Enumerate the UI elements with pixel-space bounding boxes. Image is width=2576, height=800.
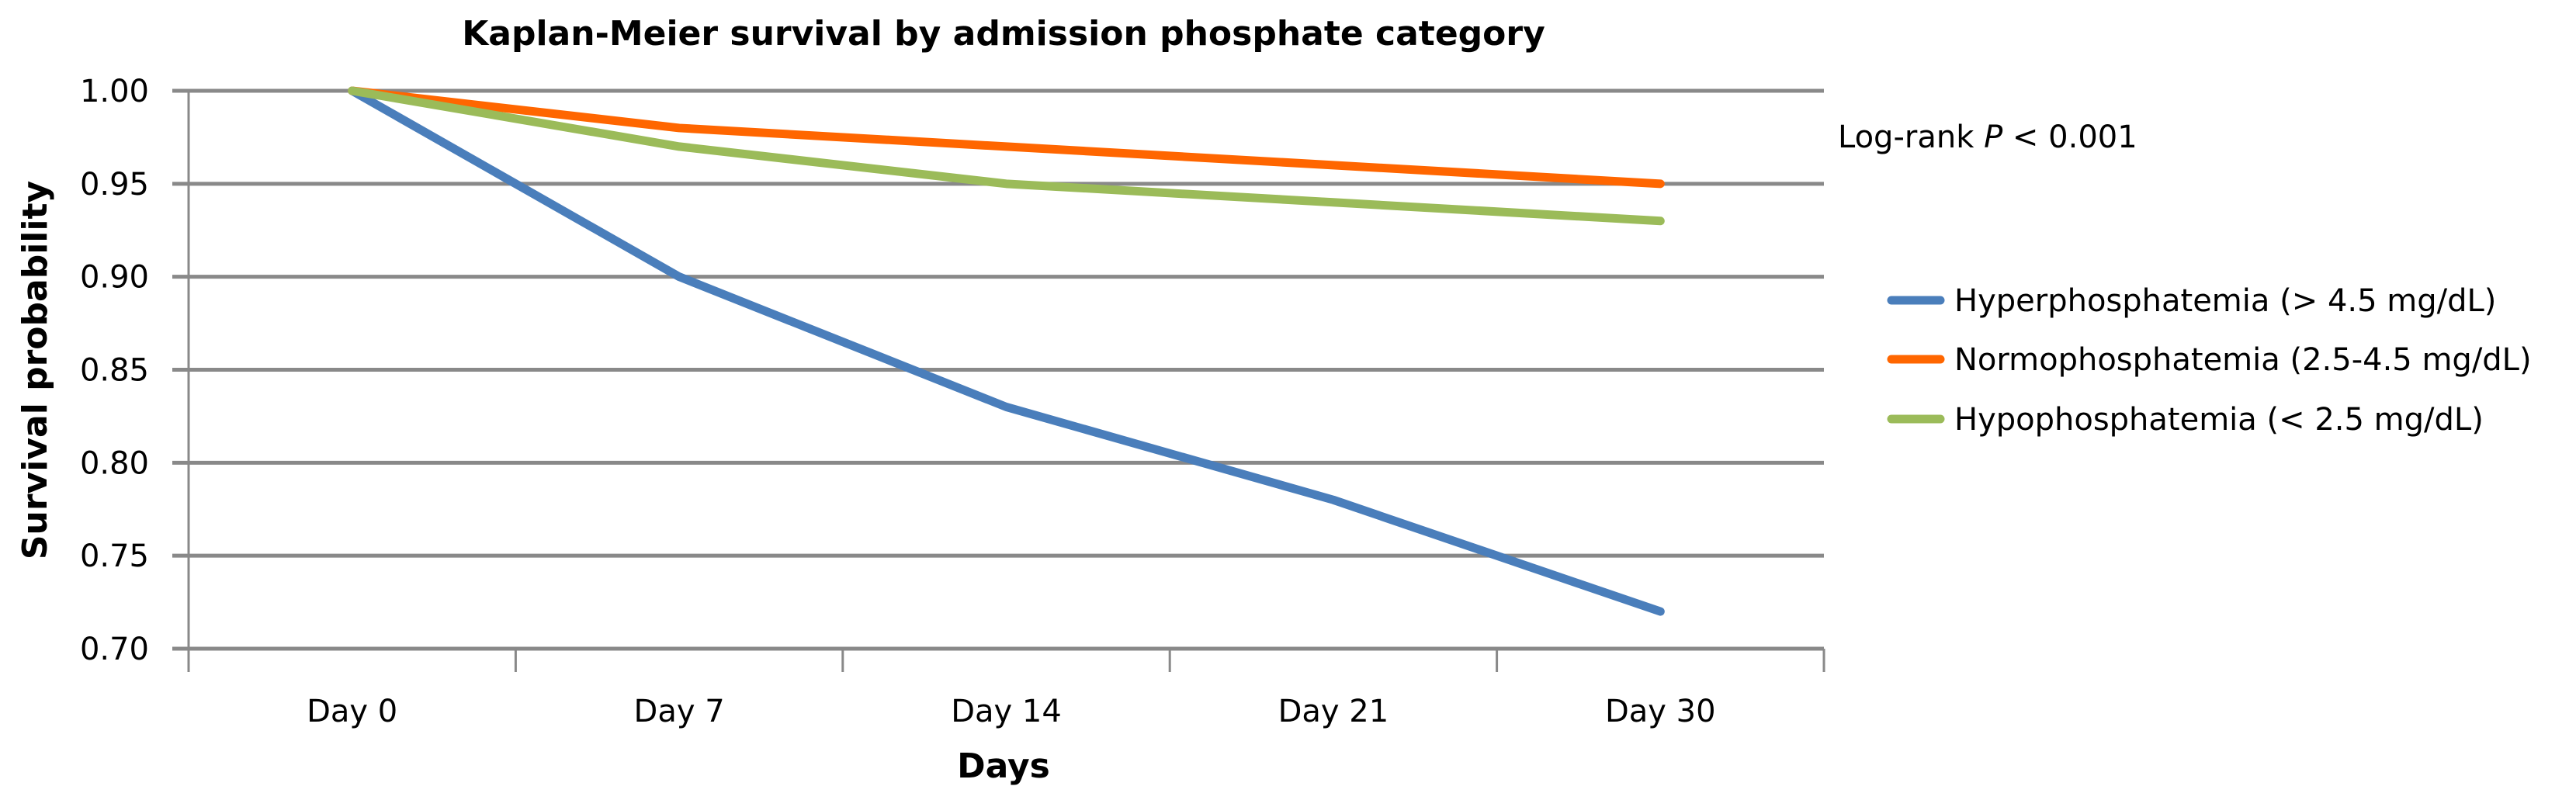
x-tick-label: Day 0 [307, 694, 397, 729]
gridlines [172, 88, 1824, 651]
y-tick-label: 0.85 [80, 353, 149, 389]
chart-title: Kaplan-Meier survival by admission phosp… [462, 14, 1545, 54]
y-tick-label: 0.95 [80, 167, 149, 203]
y-tick-label: 0.75 [80, 539, 149, 574]
log-rank-p: P [1984, 119, 2003, 155]
log-rank-suffix: < 0.001 [2002, 119, 2137, 155]
series-line-1 [348, 86, 1665, 189]
x-tick-label: Day 21 [1278, 694, 1389, 729]
series-lines [348, 86, 1665, 616]
x-tick-labels: Day 0 Day 7 Day 14 Day 21 Day 30 [307, 694, 1715, 729]
legend-label: Hypophosphatemia (< 2.5 mg/dL) [1954, 402, 2484, 438]
y-tick-labels: 1.00 0.95 0.90 0.85 0.80 0.75 0.70 [80, 74, 149, 667]
legend: Hyperphosphatemia (> 4.5 mg/dL) Normophos… [1887, 283, 2532, 438]
y-tick-label: 0.70 [80, 632, 149, 667]
legend-label: Normophosphatemia (2.5-4.5 mg/dL) [1954, 342, 2532, 378]
x-tick-label: Day 7 [634, 694, 725, 729]
x-axis-title: Days [957, 746, 1050, 786]
x-tick-label: Day 30 [1605, 694, 1716, 729]
y-tick-label: 0.80 [80, 445, 149, 481]
x-tick-label: Day 14 [951, 694, 1062, 729]
log-rank-annotation: Log-rank P < 0.001 [1838, 119, 2137, 155]
legend-label: Hyperphosphatemia (> 4.5 mg/dL) [1954, 283, 2496, 319]
log-rank-prefix: Log-rank [1838, 119, 1984, 155]
y-tick-label: 0.90 [80, 260, 149, 296]
y-axis-title: Survival probability [16, 181, 55, 559]
y-tick-label: 1.00 [80, 74, 149, 109]
x-axis [187, 91, 1825, 672]
